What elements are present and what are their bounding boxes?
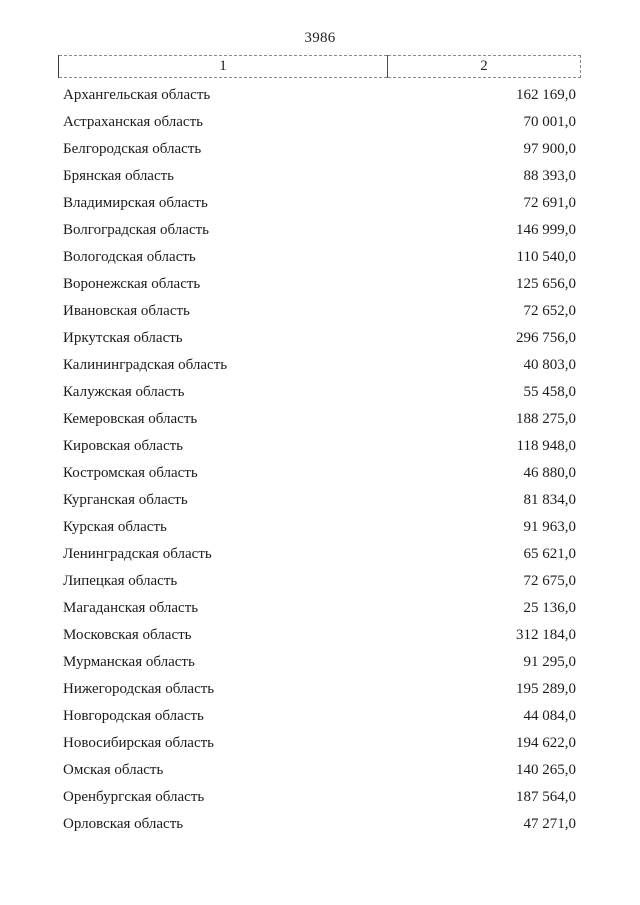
region-value: 81 834,0 xyxy=(523,492,577,508)
region-name: Белгородская область xyxy=(63,141,202,157)
region-name: Нижегородская область xyxy=(63,681,215,697)
region-value: 88 393,0 xyxy=(523,168,577,184)
region-name: Новосибирская область xyxy=(63,735,215,751)
region-value: 162 169,0 xyxy=(516,87,576,103)
region-name: Волгоградская область xyxy=(63,222,209,238)
region-name: Липецкая область xyxy=(63,573,178,589)
region-value: 118 948,0 xyxy=(516,438,576,454)
region-name: Костромская область xyxy=(63,465,198,481)
table-row: Владимирская область 72 691,0 xyxy=(0,190,640,217)
table-row: Нижегородская область 195 289,0 xyxy=(0,676,640,703)
table-row: Кемеровская область 188 275,0 xyxy=(0,406,640,433)
table-row: Курская область 91 963,0 xyxy=(0,514,640,541)
table-row: Мурманская область 91 295,0 xyxy=(0,649,640,676)
region-name: Кировская область xyxy=(63,438,184,454)
region-value: 97 900,0 xyxy=(523,141,577,157)
table-row: Калининградская область 40 803,0 xyxy=(0,352,640,379)
region-value: 72 652,0 xyxy=(523,303,577,319)
table-row: Курганская область 81 834,0 xyxy=(0,487,640,514)
table-row: Ленинградская область 65 621,0 xyxy=(0,541,640,568)
page-number: 3986 xyxy=(304,30,336,46)
region-value: 195 289,0 xyxy=(516,681,576,697)
column-header-2: 2 xyxy=(387,55,581,78)
table-header: 1 2 xyxy=(58,55,581,78)
region-name: Астраханская область xyxy=(63,114,203,130)
region-name: Московская область xyxy=(63,627,192,643)
region-name: Курганская область xyxy=(63,492,188,508)
column-header-1: 1 xyxy=(58,55,388,78)
region-value: 47 271,0 xyxy=(523,816,577,832)
region-value: 146 999,0 xyxy=(516,222,576,238)
region-value: 70 001,0 xyxy=(523,114,577,130)
table: 1 2 xyxy=(58,55,581,78)
table-row: Кировская область 118 948,0 xyxy=(0,433,640,460)
region-value: 125 656,0 xyxy=(516,276,576,292)
region-name: Иркутская область xyxy=(63,330,183,346)
table-row: Архангельская область 162 169,0 xyxy=(0,82,640,109)
region-value: 46 880,0 xyxy=(523,465,577,481)
region-name: Новгородская область xyxy=(63,708,204,724)
region-name: Мурманская область xyxy=(63,654,195,670)
table-row: Белгородская область 97 900,0 xyxy=(0,136,640,163)
table-row: Костромская область 46 880,0 xyxy=(0,460,640,487)
region-value: 187 564,0 xyxy=(516,789,576,805)
table-row: Калужская область 55 458,0 xyxy=(0,379,640,406)
table-row: Орловская область 47 271,0 xyxy=(0,811,640,838)
region-name: Оренбургская область xyxy=(63,789,205,805)
region-name: Орловская область xyxy=(63,816,184,832)
table-header-row: 1 2 xyxy=(58,55,581,78)
table-row: Иркутская область 296 756,0 xyxy=(0,325,640,352)
column-header-table: 1 2 xyxy=(58,55,581,78)
table-row: Новгородская область 44 084,0 xyxy=(0,703,640,730)
region-value: 188 275,0 xyxy=(516,411,576,427)
region-name: Воронежская область xyxy=(63,276,201,292)
region-value: 44 084,0 xyxy=(523,708,577,724)
table-row: Магаданская область 25 136,0 xyxy=(0,595,640,622)
region-value: 25 136,0 xyxy=(523,600,577,616)
region-name: Владимирская область xyxy=(63,195,208,211)
region-name: Брянская область xyxy=(63,168,175,184)
table-row: Ивановская область 72 652,0 xyxy=(0,298,640,325)
region-value: 91 963,0 xyxy=(523,519,577,535)
region-name: Магаданская область xyxy=(63,600,199,616)
region-value: 194 622,0 xyxy=(516,735,576,751)
table-row: Волгоградская область 146 999,0 xyxy=(0,217,640,244)
region-value: 91 295,0 xyxy=(523,654,577,670)
region-name: Курская область xyxy=(63,519,167,535)
region-name: Калининградская область xyxy=(63,357,228,373)
table-body: Архангельская область 162 169,0 Астраханск… xyxy=(0,82,640,838)
table-row: Астраханская область 70 001,0 xyxy=(0,109,640,136)
region-value: 40 803,0 xyxy=(523,357,577,373)
region-value: 312 184,0 xyxy=(516,627,576,643)
region-name: Калужская область xyxy=(63,384,185,400)
table-row: Брянская область 88 393,0 xyxy=(0,163,640,190)
region-value: 65 621,0 xyxy=(523,546,577,562)
table-row: Новосибирская область 194 622,0 xyxy=(0,730,640,757)
region-value: 55 458,0 xyxy=(523,384,577,400)
region-name: Архангельская область xyxy=(63,87,211,103)
table-row: Липецкая область 72 675,0 xyxy=(0,568,640,595)
region-name: Омская область xyxy=(63,762,164,778)
region-name: Ивановская область xyxy=(63,303,190,319)
region-value: 140 265,0 xyxy=(516,762,576,778)
table-row: Воронежская область 125 656,0 xyxy=(0,271,640,298)
table-row: Омская область 140 265,0 xyxy=(0,757,640,784)
region-value: 110 540,0 xyxy=(516,249,576,265)
region-name: Вологодская область xyxy=(63,249,196,265)
region-value: 72 691,0 xyxy=(523,195,577,211)
table-row: Оренбургская область 187 564,0 xyxy=(0,784,640,811)
table-row: Вологодская область 110 540,0 xyxy=(0,244,640,271)
table-row: Московская область 312 184,0 xyxy=(0,622,640,649)
region-value: 72 675,0 xyxy=(523,573,577,589)
region-value: 296 756,0 xyxy=(516,330,576,346)
region-name: Ленинградская область xyxy=(63,546,212,562)
region-name: Кемеровская область xyxy=(63,411,198,427)
